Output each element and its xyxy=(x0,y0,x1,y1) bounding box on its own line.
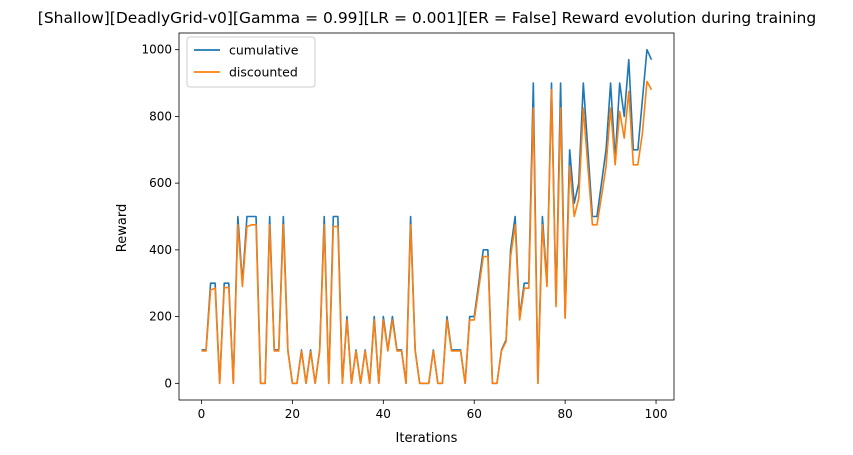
y-axis-ticks: 0 200 400 600 800 1000 xyxy=(141,43,179,390)
chart-title: [Shallow][DeadlyGrid-v0][Gamma = 0.99][L… xyxy=(38,9,816,27)
legend-label-cumulative: cumulative xyxy=(229,43,299,58)
x-tick-label: 60 xyxy=(467,407,482,421)
y-tick-label: 0 xyxy=(164,376,172,390)
x-tick-label: 40 xyxy=(376,407,391,421)
y-tick-label: 600 xyxy=(149,176,172,190)
y-tick-label: 1000 xyxy=(141,43,172,57)
x-tick-label: 100 xyxy=(645,407,668,421)
x-tick-label: 20 xyxy=(285,407,300,421)
y-tick-label: 400 xyxy=(149,243,172,257)
y-tick-label: 800 xyxy=(149,109,172,123)
x-axis-label: Iterations xyxy=(396,431,458,446)
legend-label-discounted: discounted xyxy=(229,65,298,80)
plot-area xyxy=(178,32,675,401)
x-axis-ticks: 0 20 40 60 80 100 xyxy=(198,400,668,421)
x-tick-label: 80 xyxy=(557,407,572,421)
y-axis-label: Reward xyxy=(115,204,130,252)
y-tick-label: 200 xyxy=(149,310,172,324)
x-tick-label: 0 xyxy=(198,407,206,421)
legend: cumulative discounted xyxy=(186,36,316,88)
axes-frame xyxy=(178,32,675,401)
series-line-cumulative xyxy=(201,48,653,385)
series-line-discounted xyxy=(201,80,653,385)
